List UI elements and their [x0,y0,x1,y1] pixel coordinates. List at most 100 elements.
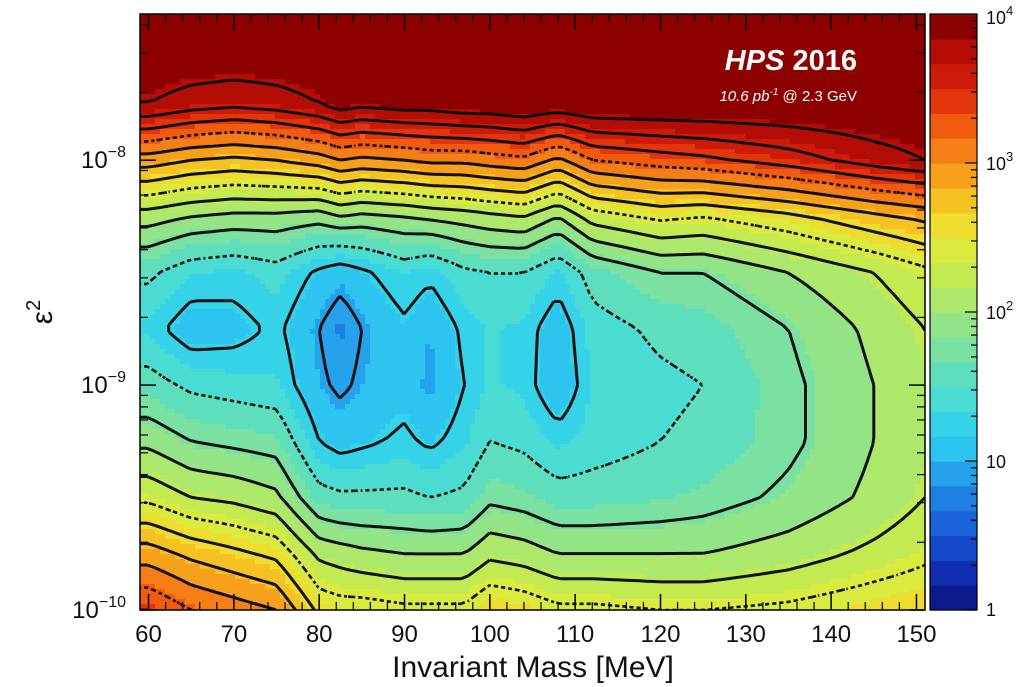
heatmap-cell [150,184,156,190]
heatmap-cell [325,229,331,235]
heatmap-cell [170,69,176,75]
heatmap-cell [150,259,156,265]
heatmap-cell [315,364,321,370]
heatmap-cell [285,394,291,400]
heatmap-cell [165,34,171,40]
heatmap-cell [175,154,181,160]
heatmap-cell [155,464,161,470]
heatmap-cell [255,189,261,195]
heatmap-cell [200,194,206,200]
heatmap-cell [295,374,301,380]
heatmap-cell [210,94,216,100]
heatmap-cell [310,594,316,600]
heatmap-cell [180,29,186,35]
heatmap-cell [290,179,296,185]
heatmap-cell [180,499,186,505]
heatmap-cell [300,244,306,250]
heatmap-cell [255,434,261,440]
heatmap-cell [145,379,151,385]
heatmap-cell [260,164,266,170]
heatmap-cell [160,69,166,75]
heatmap-cell [175,79,181,85]
heatmap-cell [310,389,316,395]
heatmap-cell [280,244,286,250]
heatmap-cell [170,369,176,375]
heatmap-cell [230,359,236,365]
heatmap-cell [180,349,186,355]
heatmap-cell [345,99,351,105]
heatmap-cell [145,119,151,125]
heatmap-cell [320,279,326,285]
heatmap-cell [295,44,301,50]
heatmap-cell [285,34,291,40]
heatmap-cell [235,559,241,565]
heatmap-cell [205,304,211,310]
heatmap-cell [290,494,296,500]
heatmap-cell [300,339,306,345]
heatmap-cell [280,204,286,210]
heatmap-cell [310,119,316,125]
heatmap-cell [245,134,251,140]
heatmap-cell [190,99,196,105]
heatmap-cell [280,504,286,510]
heatmap-cell [265,339,271,345]
heatmap-cell [200,359,206,365]
heatmap-cell [215,234,221,240]
heatmap-cell [305,129,311,135]
heatmap-cell [205,234,211,240]
heatmap-cell [140,269,146,275]
heatmap-cell [170,129,176,135]
heatmap-cell [310,314,316,320]
heatmap-cell [225,369,231,375]
heatmap-cell [250,214,256,220]
heatmap-cell [255,339,261,345]
heatmap-cell [150,354,156,360]
heatmap-cell [275,274,281,280]
heatmap-cell [190,279,196,285]
heatmap-cell [270,224,276,230]
heatmap-cell [200,264,206,270]
heatmap-cell [240,459,246,465]
heatmap-cell [285,179,291,185]
heatmap-cell [150,69,156,75]
heatmap-cell [145,409,151,415]
heatmap-cell [305,559,311,565]
heatmap-cell [230,314,236,320]
heatmap-cell [315,189,321,195]
heatmap-cell [150,84,156,90]
heatmap-cell [215,554,221,560]
heatmap-cell [220,39,226,45]
heatmap-cell [285,539,291,545]
heatmap-cell [225,234,231,240]
heatmap-cell [180,389,186,395]
heatmap-cell [305,144,311,150]
heatmap-cell [255,59,261,65]
heatmap-cell [295,59,301,65]
heatmap-cell [295,34,301,40]
heatmap-cell [240,489,246,495]
heatmap-cell [325,569,331,575]
heatmap-cell [320,524,326,530]
heatmap-cell [300,509,306,515]
heatmap-cell [155,554,161,560]
heatmap-cell [200,454,206,460]
heatmap-cell [285,249,291,255]
heatmap-cell [230,354,236,360]
heatmap-cell [345,149,351,155]
heatmap-cell [250,34,256,40]
heatmap-cell [295,339,301,345]
heatmap-cell [145,169,151,175]
heatmap-cell [205,434,211,440]
heatmap-cell [210,484,216,490]
heatmap-cell [335,269,341,275]
heatmap-cell [315,249,321,255]
heatmap-cell [180,479,186,485]
heatmap-cell [210,49,216,55]
heatmap-cell [345,34,351,40]
heatmap-cell [255,369,261,375]
heatmap-cell [175,254,181,260]
heatmap-cell [325,459,331,465]
heatmap-cell [315,464,321,470]
heatmap-cell [220,219,226,225]
heatmap-cell [340,64,346,70]
